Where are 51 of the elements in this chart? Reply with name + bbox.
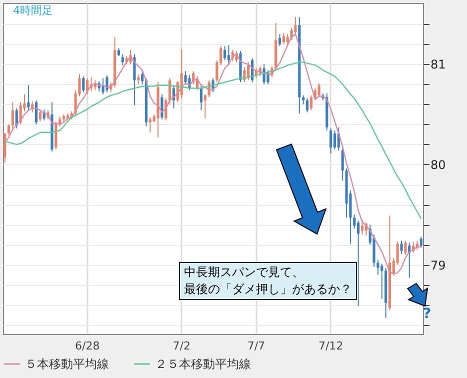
candlestick xyxy=(310,94,312,111)
candlestick xyxy=(286,34,289,45)
line-series xyxy=(4,62,422,220)
y-tick-label: 79 xyxy=(430,258,446,272)
candlestick xyxy=(204,94,206,119)
annotation: 中長期スパンで見て、 xyxy=(184,265,304,279)
candlestick xyxy=(200,84,203,111)
candlestick xyxy=(27,84,30,111)
x-tick-label: 7/2 xyxy=(172,340,190,352)
candlestick xyxy=(282,32,285,45)
candlestick xyxy=(318,82,320,98)
candlestick xyxy=(148,116,152,133)
candlestick xyxy=(11,102,14,129)
candlestick xyxy=(306,98,309,113)
candlestick xyxy=(302,94,305,105)
candlestick xyxy=(357,220,360,306)
candlestick xyxy=(290,28,293,41)
candlestick xyxy=(333,130,336,150)
candlestick xyxy=(400,240,403,254)
candlestick xyxy=(102,78,104,95)
annotation: 最後の「ダメ押し」があるか？ xyxy=(184,282,352,296)
candlestick xyxy=(404,240,407,256)
x-tick-label: 6/28 xyxy=(74,340,100,352)
candlestick xyxy=(223,46,226,61)
candlestick xyxy=(86,78,89,95)
candlestick xyxy=(82,76,85,93)
candlestick xyxy=(106,74,108,93)
candlestick xyxy=(380,263,384,300)
candlestick xyxy=(278,34,282,47)
candlestick xyxy=(330,128,332,154)
candlestick xyxy=(133,54,136,106)
candlestick xyxy=(7,124,10,136)
x-tick-label: 7/12 xyxy=(318,340,344,352)
legend-label: ２５本移動平均線 xyxy=(155,357,251,371)
candlestick xyxy=(184,70,187,85)
candlestick xyxy=(294,16,297,35)
candlestick xyxy=(137,74,140,85)
candlestick xyxy=(353,214,356,230)
y-tick-label: 81 xyxy=(430,58,446,72)
candlestick xyxy=(360,219,364,236)
y-tick-label: 80 xyxy=(430,158,446,172)
x-tick-label: 7/7 xyxy=(247,340,266,352)
candlestick xyxy=(420,236,422,248)
candlestick xyxy=(341,148,344,182)
legend-label: ５本移動平均線 xyxy=(25,357,109,371)
candlestick xyxy=(376,259,380,276)
candlestick xyxy=(38,108,42,122)
annotation: ? xyxy=(423,306,432,322)
chart-title: 4時間足 xyxy=(13,3,53,18)
candlestick xyxy=(121,54,124,66)
candlestick xyxy=(227,44,230,66)
